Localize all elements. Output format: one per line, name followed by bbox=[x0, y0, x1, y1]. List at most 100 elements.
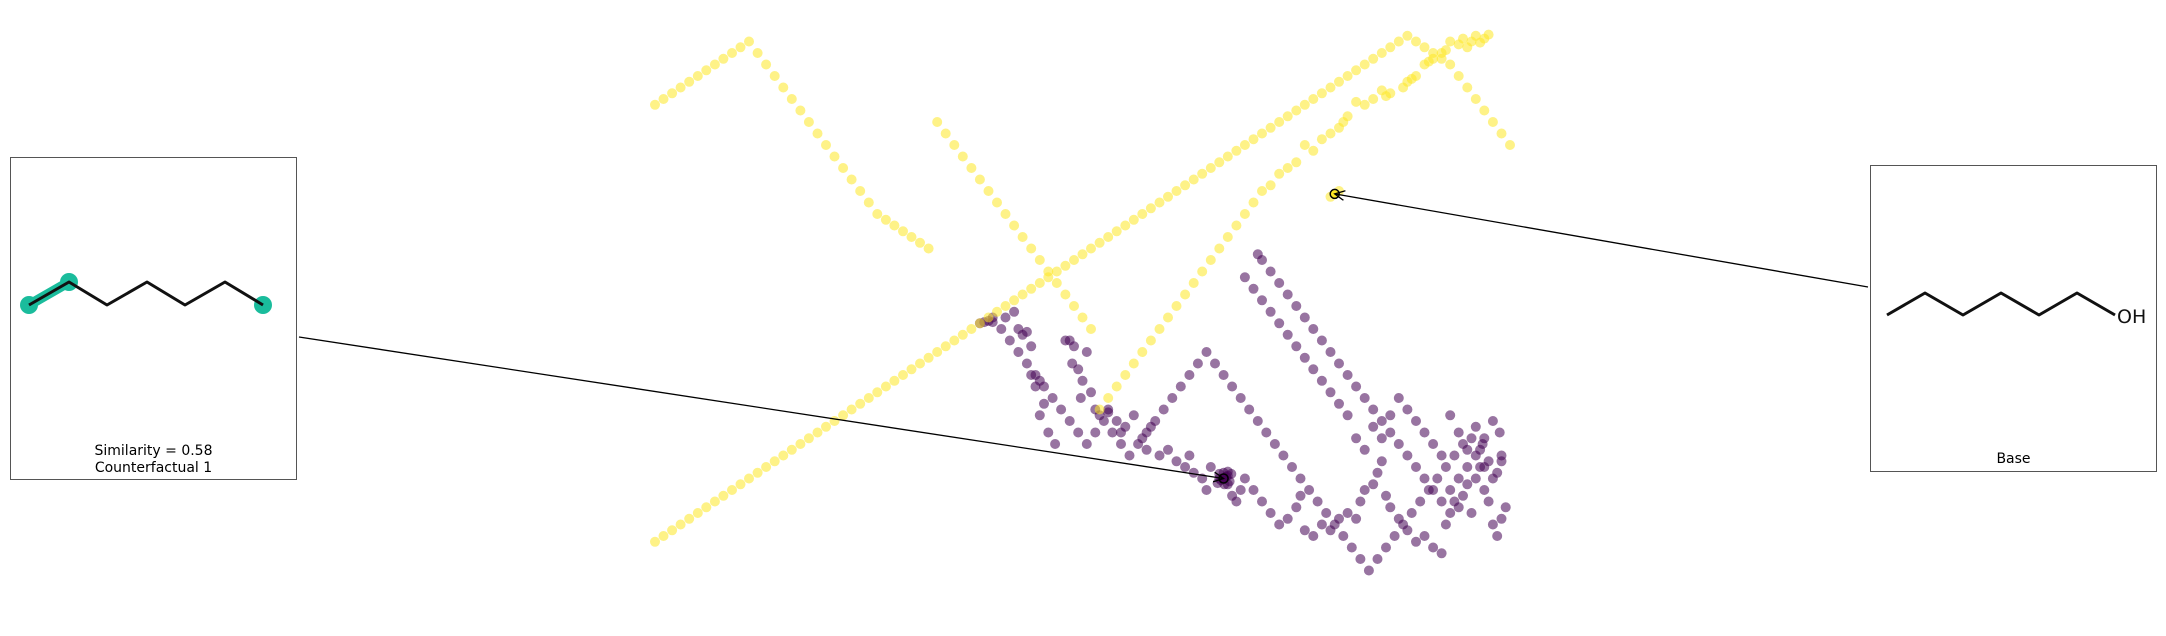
scatter-point-class-0 bbox=[1445, 485, 1456, 495]
scatter-point-class-0 bbox=[1475, 444, 1486, 455]
scatter-point-class-1 bbox=[1009, 295, 1020, 306]
scatter-point-class-0 bbox=[1287, 462, 1297, 472]
scatter-point-class-0 bbox=[1244, 404, 1255, 415]
scatter-point-class-1 bbox=[1265, 122, 1276, 133]
scatter-point-class-0 bbox=[1419, 427, 1430, 438]
scatter-point-class-0 bbox=[1021, 326, 1032, 337]
scatter-point-class-0 bbox=[1026, 341, 1037, 352]
scatter-point-class-0 bbox=[1274, 278, 1285, 288]
scatter-point-class-1 bbox=[650, 99, 660, 110]
scatter-point-class-1 bbox=[1265, 180, 1276, 191]
scatter-point-class-0 bbox=[1201, 347, 1212, 357]
scatter-point-class-0 bbox=[1167, 393, 1178, 403]
scatter-point-class-1 bbox=[1487, 117, 1498, 127]
similarity-label: Similarity = 0.58 bbox=[94, 443, 213, 459]
scatter-point-class-0 bbox=[1411, 416, 1421, 426]
scatter-point-class-0 bbox=[1141, 444, 1152, 455]
scatter-point-class-0 bbox=[1359, 444, 1370, 455]
scatter-point-class-1 bbox=[966, 324, 977, 334]
scatter-point-class-1 bbox=[778, 450, 789, 461]
scatter-point-class-1 bbox=[1411, 36, 1421, 47]
scatter-point-class-1 bbox=[658, 531, 669, 541]
scatter-point-class-1 bbox=[1334, 76, 1344, 87]
connector-arrow-base bbox=[1335, 194, 1869, 288]
carbon-chain bbox=[28, 280, 264, 307]
scatter-point-class-1 bbox=[1120, 370, 1131, 380]
scatter-point-class-1 bbox=[983, 312, 994, 323]
scatter-point-class-1 bbox=[1325, 128, 1336, 139]
scatter-point-class-1 bbox=[1214, 157, 1225, 168]
scatter-point-class-0 bbox=[1445, 410, 1456, 421]
scatter-point-class-0 bbox=[1308, 364, 1319, 375]
scatter-point-class-1 bbox=[1034, 278, 1045, 288]
scatter-point-class-1 bbox=[1239, 209, 1250, 219]
scatter-point-class-0 bbox=[1453, 502, 1464, 513]
scatter-point-class-0 bbox=[1479, 485, 1490, 495]
scatter-point-class-0 bbox=[1210, 358, 1220, 369]
scatter-point-class-0 bbox=[1381, 490, 1391, 501]
scatter-point-class-1 bbox=[889, 220, 900, 231]
scatter-point-class-1 bbox=[992, 197, 1002, 208]
scatter-point-class-0 bbox=[1334, 398, 1344, 409]
hydroxyl-label: OH bbox=[2117, 306, 2146, 328]
scatter-point-class-0 bbox=[1188, 467, 1199, 478]
scatter-point-class-0 bbox=[1039, 381, 1049, 392]
scatter-point-class-1 bbox=[949, 335, 960, 346]
scatter-point-class-0 bbox=[1428, 542, 1439, 553]
scatter-point-class-0 bbox=[1235, 393, 1246, 403]
scatter-point-class-0 bbox=[1492, 531, 1503, 541]
scatter-point-class-1 bbox=[880, 381, 891, 392]
scatter-point-class-0 bbox=[1406, 508, 1417, 518]
scatter-point-class-1 bbox=[1077, 312, 1088, 323]
scatter-point-class-1 bbox=[1222, 232, 1233, 242]
scatter-point-class-0 bbox=[1372, 554, 1383, 564]
scatter-point-class-0 bbox=[1415, 496, 1426, 507]
scatter-point-class-0 bbox=[1462, 462, 1473, 472]
scatter-point-class-1 bbox=[752, 48, 763, 58]
scatter-point-class-1 bbox=[1458, 33, 1468, 44]
scatter-point-class-1 bbox=[1496, 128, 1507, 139]
scatter-point-class-0 bbox=[1141, 427, 1152, 438]
scatter-point-class-0 bbox=[1120, 421, 1131, 432]
scatter-point-class-1 bbox=[966, 163, 977, 173]
scatter-point-class-0 bbox=[1359, 393, 1370, 403]
scatter-point-class-0 bbox=[1291, 301, 1302, 311]
counterfactual-molecule bbox=[20, 273, 272, 314]
scatter-point-class-1 bbox=[1436, 53, 1447, 64]
scatter-point-class-0 bbox=[1351, 381, 1362, 392]
scatter-point-class-1 bbox=[1257, 186, 1267, 196]
scatter-point-class-1 bbox=[1368, 53, 1379, 64]
scatter-point-class-0 bbox=[1239, 272, 1250, 283]
scatter-point-class-1 bbox=[1154, 324, 1165, 334]
scatter-point-class-1 bbox=[1051, 266, 1062, 277]
scatter-point-class-1 bbox=[1000, 209, 1011, 219]
scatter-point-class-1 bbox=[1231, 145, 1242, 156]
scatter-point-class-0 bbox=[1393, 393, 1404, 403]
scatter-point-class-1 bbox=[1282, 163, 1293, 173]
scatter-point-class-1 bbox=[1017, 232, 1028, 242]
scatter-point-class-1 bbox=[709, 59, 720, 70]
scatter-point-class-0 bbox=[1265, 266, 1276, 277]
scatter-point-class-0 bbox=[1304, 485, 1315, 495]
scatter-point-class-1 bbox=[1180, 180, 1191, 191]
scatter-point-class-0 bbox=[1013, 347, 1024, 357]
scatter-point-class-0 bbox=[1218, 370, 1229, 380]
scatter-point-class-1 bbox=[1428, 48, 1439, 58]
scatter-point-class-0 bbox=[1342, 370, 1353, 380]
scatter-point-class-0 bbox=[1483, 456, 1494, 467]
scatter-point-class-0 bbox=[1248, 283, 1259, 294]
base-panel: OH Base bbox=[1870, 165, 2157, 472]
scatter-point-class-1 bbox=[1171, 186, 1182, 196]
scatter-point-class-0 bbox=[1000, 312, 1011, 323]
scatter-point-class-1 bbox=[1274, 168, 1285, 179]
scatter-point-class-0 bbox=[1261, 427, 1272, 438]
scatter-point-class-0 bbox=[1432, 473, 1443, 484]
scatter-point-class-1 bbox=[974, 318, 985, 329]
scatter-point-class-0 bbox=[1064, 416, 1075, 426]
scatter-point-class-0 bbox=[1458, 490, 1468, 501]
scatter-point-class-0 bbox=[1368, 479, 1379, 490]
scatter-point-class-0 bbox=[1239, 473, 1250, 484]
scatter-point-class-0 bbox=[1458, 439, 1468, 449]
scatter-point-class-0 bbox=[1077, 375, 1088, 386]
scatter-point-class-1 bbox=[761, 462, 772, 472]
